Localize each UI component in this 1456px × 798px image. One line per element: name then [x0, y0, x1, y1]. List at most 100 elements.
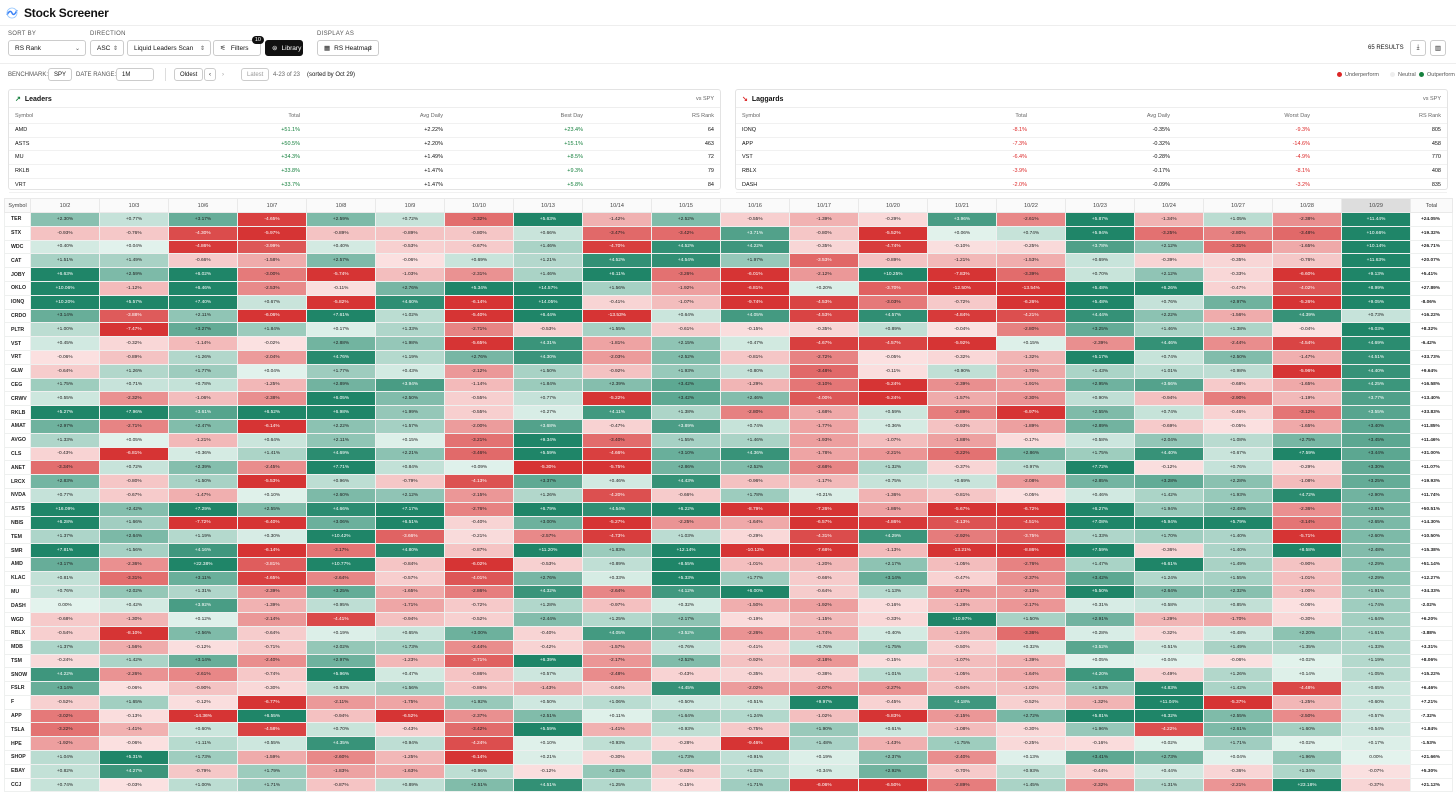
table-row[interactable]: AMAT +2.97% -2.71% +2.47% -6.14% +2.22% +1.57%… — [4, 418, 1453, 434]
heat-cell[interactable]: +7.72% — [1065, 460, 1135, 476]
heat-cell[interactable]: -0.43% — [651, 667, 721, 683]
heat-cell[interactable]: -0.55% — [444, 405, 514, 420]
heat-cell[interactable]: +1.42% — [1134, 487, 1204, 503]
heat-cell[interactable]: -2.72% — [789, 349, 859, 365]
heat-cell[interactable]: +2.48% — [1203, 501, 1273, 517]
heat-cell[interactable]: -3.75% — [996, 529, 1066, 545]
heat-cell[interactable]: -0.80% — [789, 225, 859, 241]
heat-cell[interactable]: +2.81% — [1341, 501, 1411, 517]
heat-cell[interactable]: -1.28% — [927, 598, 997, 614]
heat-cell[interactable]: -2.26% — [99, 667, 169, 683]
heat-cell[interactable]: -2.40% — [927, 750, 997, 765]
table-row[interactable]: VRT -0.06% -0.89% +1.26% -2.04% +4.76% +1.19% +… — [4, 349, 1453, 365]
heat-cell[interactable]: -0.12% — [513, 763, 583, 779]
heat-cell[interactable]: -3.66% — [375, 529, 445, 545]
heat-cell[interactable]: -0.38% — [789, 667, 859, 683]
heat-cell[interactable]: -3.40% — [582, 432, 652, 448]
heat-cell[interactable]: +3.25% — [306, 584, 376, 600]
heat-cell[interactable]: +0.12% — [168, 612, 238, 627]
heat-cell[interactable]: -3.99% — [237, 239, 307, 255]
heat-cell[interactable]: -0.66% — [789, 570, 859, 586]
table-row[interactable]: MU +34.3% +1.49% +8.5% 72 — [9, 151, 720, 166]
heat-cell[interactable]: +0.45% — [30, 336, 100, 351]
heat-cell[interactable]: -1.08% — [927, 722, 997, 738]
heat-cell[interactable]: +2.65% — [1341, 515, 1411, 531]
heat-cell[interactable]: -0.94% — [306, 708, 376, 724]
heat-cell[interactable]: +2.83% — [30, 474, 100, 489]
heat-cell[interactable]: -2.27% — [858, 681, 928, 696]
heat-cell[interactable]: +5.31% — [99, 750, 169, 765]
heat-cell[interactable]: -2.61% — [168, 667, 238, 683]
table-row[interactable]: CAT +1.51% +1.49% -0.66% -1.58% +2.57% -0.06% +… — [4, 253, 1453, 269]
heat-cell[interactable]: +11.20% — [513, 543, 583, 558]
heat-cell[interactable]: -0.30% — [237, 681, 307, 696]
heat-cell[interactable]: -5.40% — [444, 308, 514, 324]
heat-cell[interactable]: -1.58% — [237, 253, 307, 269]
heat-cell[interactable]: -0.97% — [582, 598, 652, 614]
heat-cell[interactable]: +2.32% — [1203, 584, 1273, 600]
heat-cell[interactable]: -0.36% — [1134, 543, 1204, 558]
heat-cell[interactable]: +10.42% — [306, 529, 376, 545]
heat-cell[interactable]: +1.01% — [1134, 363, 1204, 379]
heat-cell[interactable]: +0.04% — [1203, 750, 1273, 765]
heat-cell[interactable]: +2.86% — [996, 446, 1066, 462]
date-header[interactable]: 10/14 — [582, 198, 652, 213]
table-row[interactable]: AMD +51.1% +2.22% +23.4% 64 — [9, 124, 720, 138]
heat-cell[interactable]: +0.90% — [1065, 391, 1135, 407]
heat-cell[interactable]: +2.52% — [651, 212, 721, 227]
heat-cell[interactable]: -6.26% — [996, 294, 1066, 310]
heat-cell[interactable]: +0.46% — [1065, 487, 1135, 503]
heat-cell[interactable]: +4.45% — [651, 681, 721, 696]
heat-cell[interactable]: -0.33% — [858, 612, 928, 627]
heat-cell[interactable]: -0.05% — [858, 349, 928, 365]
heat-cell[interactable]: -2.15% — [444, 487, 514, 503]
heat-cell[interactable]: +7.61% — [306, 308, 376, 324]
heat-cell[interactable]: +0.76% — [1134, 294, 1204, 310]
heat-cell[interactable]: +3.42% — [651, 377, 721, 393]
table-row[interactable]: AVGO +1.33% +0.05% -1.21% +0.64% +2.11% +0.15%… — [4, 432, 1453, 448]
heat-cell[interactable]: -3.47% — [582, 225, 652, 241]
heat-cell[interactable]: +5.34% — [444, 280, 514, 296]
heat-cell[interactable]: -1.47% — [1272, 349, 1342, 365]
date-header[interactable]: 10/17 — [789, 198, 859, 213]
heat-cell[interactable]: -0.67% — [99, 487, 169, 503]
heat-cell[interactable]: +9.05% — [1341, 294, 1411, 310]
heat-cell[interactable]: +1.01% — [858, 667, 928, 683]
heat-cell[interactable]: -5.37% — [1203, 694, 1273, 710]
heat-cell[interactable]: -5.22% — [582, 391, 652, 407]
heat-cell[interactable]: +0.17% — [306, 322, 376, 338]
heat-cell[interactable]: -0.81% — [927, 487, 997, 503]
heat-cell[interactable]: -2.92% — [927, 529, 997, 545]
heat-cell[interactable]: -1.07% — [927, 653, 997, 669]
heat-cell[interactable]: +2.85% — [1065, 474, 1135, 489]
heat-cell[interactable]: -0.64% — [237, 625, 307, 641]
heat-cell[interactable]: +2.11% — [168, 308, 238, 324]
heat-cell[interactable]: +5.96% — [306, 667, 376, 683]
heat-cell[interactable]: +7.08% — [1065, 515, 1135, 531]
heat-cell[interactable]: -0.11% — [858, 363, 928, 379]
heat-cell[interactable]: +4.69% — [1341, 336, 1411, 351]
heat-cell[interactable]: -6.97% — [996, 405, 1066, 420]
table-row[interactable]: JOBY +6.63% +2.59% +6.02% -3.00% -5.74% -1.03%… — [4, 267, 1453, 282]
heat-cell[interactable]: -1.92% — [789, 598, 859, 614]
heat-cell[interactable]: -0.92% — [582, 363, 652, 379]
heat-cell[interactable]: -0.06% — [1203, 653, 1273, 669]
heat-cell[interactable]: -0.86% — [444, 667, 514, 683]
heat-cell[interactable]: +3.10% — [651, 446, 721, 462]
heat-cell[interactable]: +6.39% — [513, 653, 583, 669]
heat-cell[interactable]: -3.10% — [789, 377, 859, 393]
heat-cell[interactable]: +3.52% — [1065, 639, 1135, 655]
heat-cell[interactable]: -0.15% — [720, 322, 790, 338]
heat-cell[interactable]: +0.64% — [651, 308, 721, 324]
table-row[interactable]: STX -0.93% -0.76% -4.30% -5.97% -0.89% -0.89% -… — [4, 225, 1453, 241]
heat-cell[interactable]: +1.49% — [99, 253, 169, 269]
heat-cell[interactable]: +0.64% — [237, 432, 307, 448]
heat-cell[interactable]: +10.25% — [858, 267, 928, 282]
heat-cell[interactable]: -1.15% — [789, 612, 859, 627]
heat-cell[interactable]: -6.40% — [237, 515, 307, 531]
heat-cell[interactable]: +0.96% — [306, 474, 376, 489]
heat-cell[interactable]: +3.14% — [858, 570, 928, 586]
heat-cell[interactable]: +1.65% — [99, 694, 169, 710]
table-row[interactable]: ASTS +50.5% +2.20% +15.1% 463 — [9, 138, 720, 152]
heat-cell[interactable]: +0.77% — [513, 391, 583, 407]
